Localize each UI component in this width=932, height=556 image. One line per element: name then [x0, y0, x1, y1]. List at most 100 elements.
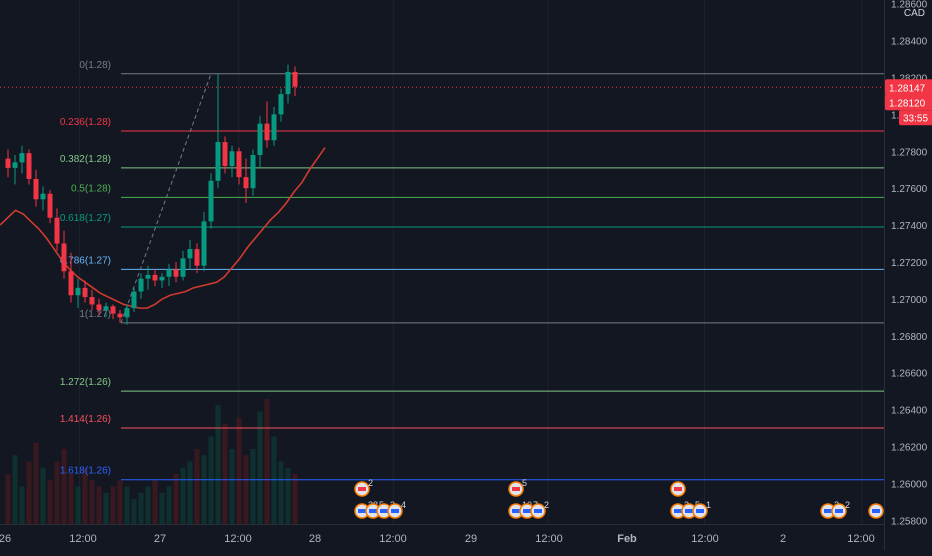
candle-body: [5, 158, 11, 168]
volume-bar: [26, 461, 32, 524]
fib-level-label: 0.382(1.28): [60, 154, 111, 165]
event-count: 2: [544, 500, 549, 510]
price-tick-label: 1.27600: [891, 184, 928, 195]
fib-level-label: 0.236(1.28): [60, 117, 111, 128]
volume-bar: [33, 442, 39, 524]
volume-bar: [159, 492, 165, 524]
candle-body: [173, 269, 179, 277]
volume-bar: [40, 467, 46, 524]
volume-bar: [278, 461, 284, 524]
candle-body: [215, 142, 221, 181]
volume-bar: [19, 486, 25, 524]
bid-price-tag: 1.28120: [889, 98, 926, 109]
canada-flag-mark: [358, 487, 366, 491]
last-price-tag-bg: [885, 79, 932, 96]
volume-bar: [187, 461, 193, 524]
canada-flag-mark: [674, 487, 682, 491]
fib-level-label: 1(1.27): [79, 309, 111, 320]
volume-bar: [96, 486, 102, 524]
volume-bar: [229, 449, 235, 524]
plot-area[interactable]: 0(1.28) 0.236(1.28) 0.382(1.28) 0.5(1.28) 0.…: [0, 0, 884, 524]
fib-level-label: 0(1.28): [79, 60, 111, 71]
candle-body: [201, 221, 207, 266]
time-tick-label: Feb: [617, 533, 637, 545]
price-tick-label: 1.27200: [891, 258, 928, 269]
volume-bar: [145, 486, 151, 524]
volume-bar: [12, 455, 18, 524]
volume-bar: [222, 424, 228, 524]
volume-bar: [194, 449, 200, 524]
time-tick-label: 12:00: [847, 533, 875, 545]
volume-bar: [61, 449, 67, 524]
candle-body: [264, 123, 270, 141]
volume-bar: [180, 467, 186, 524]
price-tick-label: 1.26600: [891, 369, 928, 380]
volume-bar: [257, 411, 263, 524]
volume-bar: [103, 492, 109, 524]
us-flag-mark: [523, 509, 531, 513]
last-price-tag: 1.28147: [889, 83, 926, 94]
candle-body: [208, 180, 214, 222]
candle-body: [82, 287, 88, 298]
volume-bar: [250, 449, 256, 524]
time-tick-label: 2: [780, 533, 786, 545]
candle-body: [285, 71, 291, 95]
volume-bar: [110, 486, 116, 524]
us-flag-mark: [369, 509, 377, 513]
volume-bar: [5, 474, 11, 524]
time-tick-label: 27: [154, 533, 166, 545]
us-flag-mark: [674, 509, 682, 513]
candle-body: [110, 306, 116, 314]
candle-body: [271, 114, 277, 141]
us-flag-mark: [534, 509, 542, 513]
volume-bar: [54, 461, 60, 524]
candle-body: [75, 287, 81, 296]
candle-body: [54, 217, 60, 244]
fib-level-label: 1.414(1.26): [60, 414, 111, 425]
us-flag-mark: [696, 509, 704, 513]
event-count: 4: [401, 500, 406, 510]
bid-price-tag-bg: [885, 94, 932, 111]
volume-bar: [271, 436, 277, 524]
event-count: 5: [522, 478, 527, 488]
us-flag-mark: [512, 509, 520, 513]
candle-body: [187, 249, 193, 259]
volume-bar: [47, 480, 53, 524]
candle-body: [250, 154, 256, 189]
candle-body: [138, 278, 144, 292]
volume-bar: [152, 480, 158, 524]
event-count: 1: [706, 500, 711, 510]
price-tick-label: 1.25800: [891, 516, 928, 527]
candle-body: [222, 142, 228, 167]
volume-bar: [173, 474, 179, 524]
countdown-timer: 33:55: [903, 113, 928, 124]
candle-body: [152, 274, 158, 281]
candle-body: [180, 258, 186, 277]
volume-bar: [292, 474, 298, 524]
volume-bar: [75, 486, 81, 524]
fib-level-label: 0.618(1.27): [60, 213, 111, 224]
candle-body: [89, 297, 95, 305]
event-count: 2: [845, 500, 850, 510]
volume-bar: [285, 467, 291, 524]
fib-level-label: 0.5(1.28): [71, 183, 111, 194]
time-axis[interactable]: 26 12:00 27 12:00 28 12:00 29 12:00 Feb 12:00 2 12:…: [0, 524, 884, 551]
volume-bar: [243, 455, 249, 524]
us-flag-mark: [380, 509, 388, 513]
candle-body: [124, 308, 130, 318]
volume-bar: [124, 486, 130, 524]
price-axis[interactable]: 1.286001.284001.282001.280001.278001.276…: [884, 0, 932, 550]
price-tick-label: 1.26400: [891, 406, 928, 417]
volume-bar: [166, 486, 172, 524]
candle-body: [47, 193, 53, 218]
price-tick-label: 1.27800: [891, 147, 928, 158]
fib-level-label: 1.272(1.26): [60, 377, 111, 388]
candle-body: [103, 306, 109, 310]
volume-bar: [117, 480, 123, 524]
price-tick-label: 1.26800: [891, 332, 928, 343]
candle-body: [26, 153, 32, 179]
price-tick-label: 1.27000: [891, 295, 928, 306]
event-count: 2: [368, 478, 373, 488]
volume-bar: [236, 417, 242, 524]
